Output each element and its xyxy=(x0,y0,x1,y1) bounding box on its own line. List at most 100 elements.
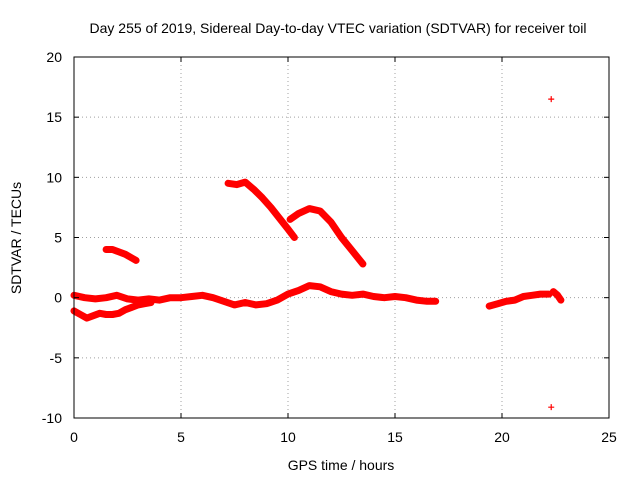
data-point xyxy=(103,246,110,253)
track-near-zero-band xyxy=(70,282,440,309)
data-point xyxy=(486,303,493,310)
data-point xyxy=(242,299,249,306)
data-point xyxy=(554,292,561,299)
data-point xyxy=(267,204,274,211)
data-point xyxy=(156,297,163,304)
track-mid-arc-band xyxy=(286,205,367,268)
data-point xyxy=(520,293,527,300)
data-point xyxy=(96,310,103,317)
y-tick-label: 20 xyxy=(46,49,62,65)
data-point xyxy=(250,186,257,193)
data-point xyxy=(528,292,535,299)
data-point xyxy=(285,291,291,298)
chart-title: Day 255 of 2019, Sidereal Day-to-day VTE… xyxy=(90,20,587,36)
x-tick-label: 25 xyxy=(601,429,617,445)
series-track-early-arc xyxy=(102,246,140,264)
data-point xyxy=(167,294,174,301)
series-track-lower xyxy=(70,299,155,322)
data-point xyxy=(306,282,313,289)
data-point xyxy=(327,288,334,295)
data-point xyxy=(141,300,148,307)
series-track-mid-arc xyxy=(286,205,367,268)
data-point xyxy=(231,301,238,308)
data-point xyxy=(90,312,97,319)
data-point xyxy=(83,315,90,322)
data-point xyxy=(128,254,135,261)
data-point xyxy=(349,292,356,299)
data-point xyxy=(133,257,140,264)
data-point xyxy=(188,293,195,300)
series-track-end xyxy=(549,288,565,304)
data-point xyxy=(220,298,227,305)
data-point xyxy=(503,298,510,305)
data-point xyxy=(359,260,366,267)
data-point xyxy=(225,180,232,187)
data-point xyxy=(103,294,110,301)
data-point xyxy=(274,297,281,304)
data-point xyxy=(295,287,302,294)
data-point xyxy=(494,300,501,307)
data-point xyxy=(349,247,356,254)
data-point xyxy=(359,291,366,298)
x-tick-label: 10 xyxy=(280,429,296,445)
data-point xyxy=(370,293,377,300)
series-track-high-arc xyxy=(224,178,298,241)
data-point xyxy=(242,179,249,186)
data-point xyxy=(276,215,283,222)
data-point xyxy=(178,294,184,301)
y-axis-label: SDTVAR / TECUs xyxy=(8,182,24,294)
data-point xyxy=(338,234,345,241)
data-point xyxy=(115,248,122,255)
series-track-near-zero xyxy=(70,282,440,309)
x-tick-label: 0 xyxy=(70,429,78,445)
data-point xyxy=(432,298,439,305)
data-point xyxy=(317,208,324,215)
data-point xyxy=(263,300,270,307)
data-point xyxy=(327,218,334,225)
data-point xyxy=(381,294,388,301)
x-tick-label: 20 xyxy=(494,429,510,445)
data-point xyxy=(135,301,142,308)
data-point xyxy=(109,311,116,318)
data-point xyxy=(252,301,259,308)
track-high-arc-band xyxy=(224,178,298,241)
series-track-late xyxy=(485,290,553,310)
series-outliers xyxy=(548,96,555,411)
data-point xyxy=(548,96,555,103)
data-points xyxy=(70,96,565,411)
y-tick-label: -5 xyxy=(50,350,63,366)
data-point xyxy=(77,311,84,318)
data-point xyxy=(210,294,217,301)
data-point xyxy=(259,194,266,201)
data-point xyxy=(548,404,555,411)
data-point xyxy=(148,299,155,306)
data-point xyxy=(92,295,99,302)
data-point xyxy=(115,310,122,317)
x-tick-label: 5 xyxy=(177,429,185,445)
data-point xyxy=(285,226,291,233)
data-point xyxy=(317,283,324,290)
x-axis-label: GPS time / hours xyxy=(288,457,395,473)
data-point xyxy=(113,292,120,299)
data-point xyxy=(122,306,129,313)
data-point xyxy=(511,297,518,304)
data-point xyxy=(287,216,294,223)
data-point xyxy=(122,251,129,258)
data-point xyxy=(537,291,544,298)
data-point xyxy=(109,246,116,253)
data-point xyxy=(199,292,206,299)
y-tick-label: 15 xyxy=(46,109,62,125)
data-point xyxy=(233,181,240,188)
y-tick-label: -10 xyxy=(42,410,62,426)
data-point xyxy=(306,205,313,212)
data-point xyxy=(413,297,420,304)
data-point xyxy=(128,304,135,311)
data-point xyxy=(124,295,131,302)
y-tick-label: 5 xyxy=(54,230,62,246)
data-point xyxy=(103,311,110,318)
data-point xyxy=(338,291,345,298)
data-point xyxy=(424,298,431,305)
data-point xyxy=(402,294,409,301)
data-point xyxy=(557,297,564,304)
